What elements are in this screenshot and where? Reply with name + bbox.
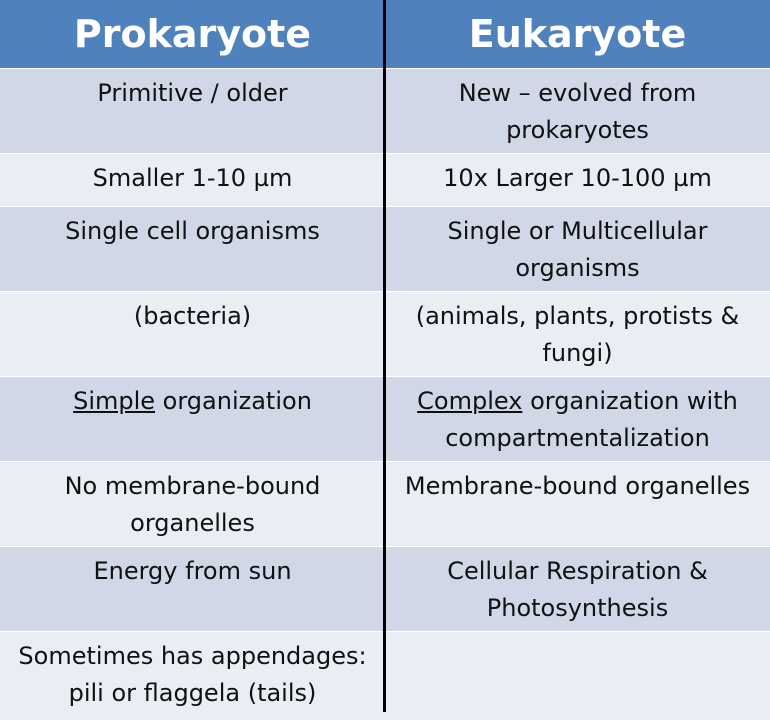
header-eukaryote: Eukaryote bbox=[385, 0, 770, 68]
cell-prokaryote-size: Smaller 1-10 µm bbox=[0, 154, 385, 206]
cell-eukaryote-energy: Cellular Respiration & Photosynthesis bbox=[385, 547, 770, 631]
cell-prokaryote-organelles: No membrane-bound organelles bbox=[0, 462, 385, 546]
header-prokaryote: Prokaryote bbox=[0, 0, 385, 68]
cell-eukaryote-size: 10x Larger 10-100 µm bbox=[385, 154, 770, 206]
cell-eukaryote-organisms: Single or Multicellular organisms bbox=[385, 207, 770, 291]
cell-prokaryote-organisms: Single cell organisms bbox=[0, 207, 385, 291]
cell-eukaryote-age: New – evolved from prokaryotes bbox=[385, 69, 770, 153]
cell-prokaryote-age: Primitive / older bbox=[0, 69, 385, 153]
cell-eukaryote-organelles: Membrane-bound organelles bbox=[385, 462, 770, 546]
cell-eukaryote-organization: Complex organization with compartmentali… bbox=[385, 377, 770, 461]
cell-prokaryote-appendages: Sometimes has appendages: pili or flagge… bbox=[0, 632, 385, 720]
cell-eukaryote-examples: (animals, plants, protists & fungi) bbox=[385, 292, 770, 376]
cell-prokaryote-organization: Simple organization bbox=[0, 377, 385, 461]
cell-prokaryote-energy: Energy from sun bbox=[0, 547, 385, 631]
cell-prokaryote-examples: (bacteria) bbox=[0, 292, 385, 376]
column-divider bbox=[383, 0, 386, 712]
cell-eukaryote-appendages bbox=[385, 632, 770, 720]
